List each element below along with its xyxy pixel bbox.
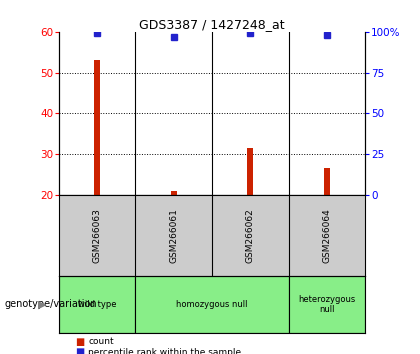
Text: GSM266061: GSM266061 [169,208,178,263]
Text: ■: ■ [76,347,85,354]
Text: genotype/variation: genotype/variation [4,299,97,309]
Bar [324,168,330,195]
Text: heterozygous
null: heterozygous null [299,295,356,314]
Text: count: count [88,337,114,346]
Text: GSM266062: GSM266062 [246,208,255,263]
Bar [135,276,289,333]
Text: ■: ■ [76,337,85,347]
Text: ▶: ▶ [38,299,46,309]
Text: percentile rank within the sample: percentile rank within the sample [88,348,242,354]
Bar [59,276,135,333]
Bar [94,60,100,195]
Bar [289,276,365,333]
Text: GSM266063: GSM266063 [93,208,102,263]
Bar [247,148,254,195]
Text: homozygous null: homozygous null [176,300,248,309]
Bar [171,190,177,195]
Text: GSM266064: GSM266064 [323,208,331,263]
Title: GDS3387 / 1427248_at: GDS3387 / 1427248_at [139,18,285,31]
Text: wild type: wild type [78,300,116,309]
